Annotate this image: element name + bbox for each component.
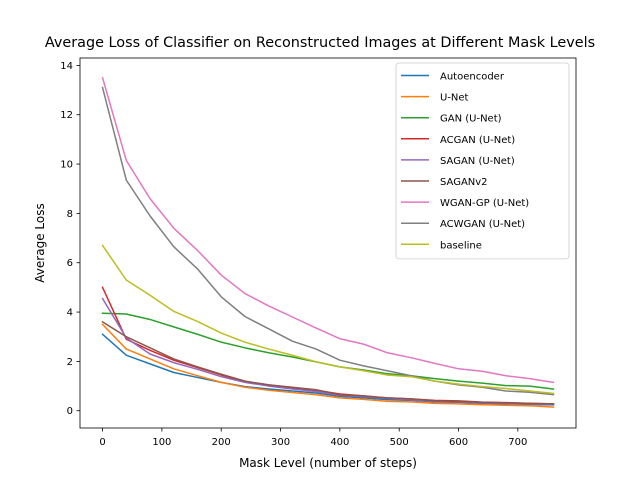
- legend-label: SAGANv2: [440, 177, 488, 188]
- y-tick-label: 4: [67, 308, 73, 319]
- legend-box: [395, 62, 570, 260]
- y-tick-label: 8: [67, 209, 73, 220]
- series-line-wgan-gp-u-net: [101, 76, 555, 384]
- x-tick-label: 500: [390, 437, 409, 448]
- legend-label: GAN (U-Net): [440, 114, 502, 125]
- series-line-saganv2: [101, 320, 555, 405]
- x-tick-label: 0: [99, 437, 105, 448]
- y-axis-label: Average Loss: [33, 203, 47, 282]
- legend-label: SAGAN (U-Net): [440, 156, 515, 167]
- legend-label: ACWGAN (U-Net): [440, 219, 525, 230]
- x-tick-label: 300: [271, 437, 290, 448]
- x-tick-label: 600: [449, 437, 468, 448]
- y-tick-label: 6: [67, 258, 73, 269]
- y-tick-label: 2: [67, 357, 73, 368]
- chart-title: Average Loss of Classifier on Reconstruc…: [45, 35, 595, 51]
- x-axis-label: Mask Level (number of steps): [239, 456, 417, 470]
- legend-label: ACGAN (U-Net): [440, 135, 515, 146]
- series-line-u-net: [101, 323, 555, 408]
- legend-label: U-Net: [440, 93, 469, 104]
- y-tick-label: 0: [67, 406, 73, 417]
- x-axis: 0 100 200 300 400 500 600 700: [99, 428, 527, 448]
- x-tick-label: 200: [212, 437, 231, 448]
- y-tick-label: 12: [60, 110, 73, 121]
- y-axis: 0 2 4 6 8 10 12 14: [60, 61, 80, 417]
- series-layer: [101, 76, 555, 408]
- y-tick-label: 14: [60, 61, 73, 72]
- y-tick-label: 10: [60, 160, 73, 171]
- series-line-baseline: [101, 244, 555, 395]
- plot-frame: [79, 57, 577, 429]
- legend: Autoencoder U-Net GAN (U-Net) ACGAN (U-Net)…: [395, 62, 570, 260]
- legend-label: Autoencoder: [440, 72, 505, 83]
- x-tick-label: 100: [152, 437, 171, 448]
- x-tick-label: 700: [508, 437, 527, 448]
- legend-label: baseline: [440, 240, 482, 251]
- x-tick-label: 400: [330, 437, 349, 448]
- legend-label: WGAN-GP (U-Net): [440, 198, 529, 209]
